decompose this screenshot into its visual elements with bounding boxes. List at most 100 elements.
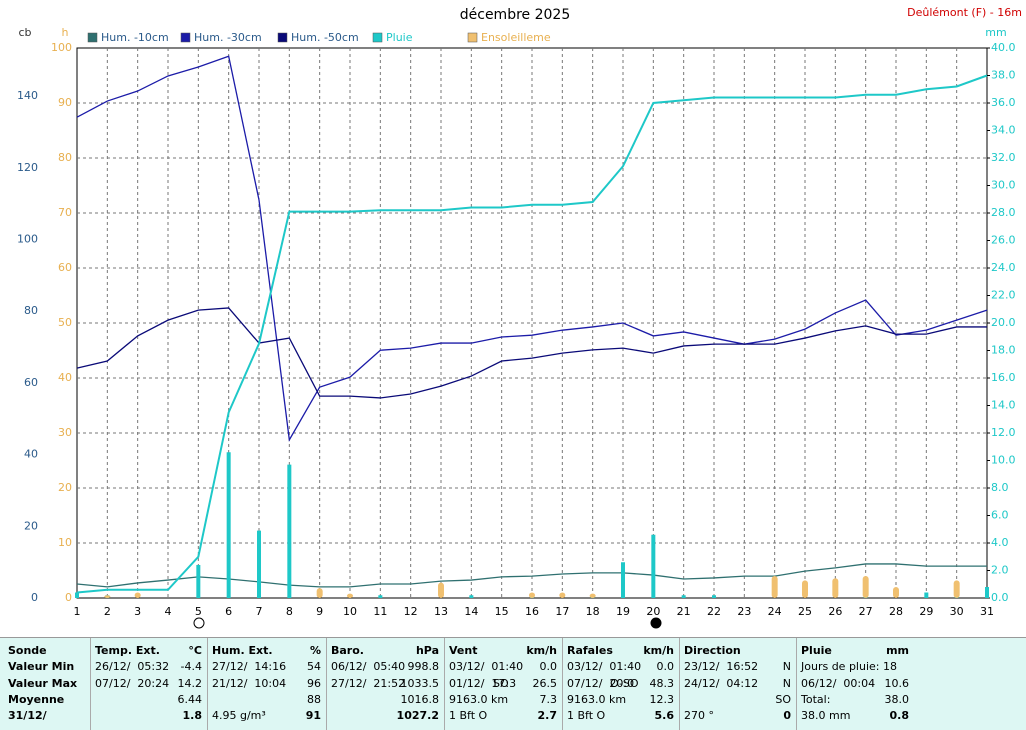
y3-tick-label: 50 bbox=[58, 316, 72, 329]
column-unit: % bbox=[309, 644, 321, 657]
x-tick-label: 11 bbox=[373, 605, 387, 618]
x-tick-label: 15 bbox=[495, 605, 509, 618]
cell-date: Jours de pluie: 18 bbox=[801, 660, 897, 673]
column-unit: mm bbox=[886, 644, 909, 657]
y-tick-label: 20 bbox=[24, 519, 38, 532]
cell-date: 38.0 mm bbox=[801, 709, 851, 722]
y-tick-label: 120 bbox=[17, 161, 38, 174]
cell-value: N bbox=[782, 677, 791, 690]
y-tick-label: 60 bbox=[24, 376, 38, 389]
rain-bar bbox=[257, 530, 261, 598]
y2-tick-label: 0.0 bbox=[991, 591, 1009, 604]
table-column: Baro. hPa 06/12/ 05:40 998.8 27/12/ 21:52 103… bbox=[326, 638, 445, 730]
x-tick-label: 17 bbox=[555, 605, 569, 618]
x-tick-label: 4 bbox=[165, 605, 172, 618]
rain-bar bbox=[985, 587, 989, 598]
y2-tick-label: 32.0 bbox=[991, 151, 1016, 164]
y2-tick-label: 34.0 bbox=[991, 124, 1016, 137]
stats-table: Sonde Valeur Min Valeur Max Moyenne 31/12/Te… bbox=[0, 637, 1026, 730]
cell-value: 96 bbox=[307, 677, 321, 690]
y2-tick-label: 28.0 bbox=[991, 206, 1016, 219]
y2-tick-label: 22.0 bbox=[991, 289, 1016, 302]
rain-bar bbox=[621, 562, 625, 598]
x-tick-label: 24 bbox=[768, 605, 782, 618]
x-tick-label: 21 bbox=[677, 605, 691, 618]
column-unit: °C bbox=[188, 644, 202, 657]
cell-date: 03/12/ 01:40 bbox=[567, 660, 642, 673]
y2-axis-label: mm bbox=[985, 26, 1006, 39]
sun-bar bbox=[893, 587, 899, 598]
table-column: Vent km/h 03/12/ 01:40 0.0 01/12/ 17:3 SO 26.5… bbox=[444, 638, 563, 730]
series-line bbox=[76, 74, 988, 594]
y2-tick-label: 6.0 bbox=[991, 509, 1009, 522]
column-title: Temp. Ext. bbox=[95, 644, 160, 657]
cell-value: -4.4 bbox=[180, 660, 202, 673]
table-column: Hum. Ext.% 27/12/ 14:16 54 21/12/ 10:04 96 88… bbox=[207, 638, 327, 730]
x-tick-label: 9 bbox=[316, 605, 323, 618]
x-tick-label: 20 bbox=[646, 605, 660, 618]
y2-tick-label: 16.0 bbox=[991, 371, 1016, 384]
column-title: Direction bbox=[684, 644, 741, 657]
row-label: 31/12/ bbox=[8, 709, 47, 722]
column-title: Hum. Ext. bbox=[212, 644, 273, 657]
sun-bar bbox=[771, 576, 778, 598]
column-title: Pluie bbox=[801, 644, 832, 657]
y3-axis-label: h bbox=[62, 26, 69, 39]
x-tick-label: 31 bbox=[980, 605, 994, 618]
column-title: Rafales bbox=[567, 644, 613, 657]
cell-value: 88 bbox=[307, 693, 321, 706]
cell-value: 5.6 bbox=[654, 709, 675, 722]
rain-bar bbox=[196, 565, 201, 598]
sun-bar bbox=[104, 595, 111, 598]
rain-bar bbox=[378, 595, 383, 598]
cell-value: 26.5 bbox=[532, 677, 558, 690]
y3-tick-label: 80 bbox=[58, 151, 72, 164]
sun-bar bbox=[589, 593, 596, 598]
legend-swatch bbox=[372, 32, 383, 43]
y-tick-label: 0 bbox=[31, 591, 38, 604]
sun-bar bbox=[802, 580, 808, 598]
cell-date: 27/12/ 14:16 bbox=[212, 660, 287, 673]
x-tick-label: 25 bbox=[798, 605, 812, 618]
cell-date: 21/12/ 10:04 bbox=[212, 677, 287, 690]
legend-swatch bbox=[277, 32, 288, 43]
cell-value: 2.7 bbox=[537, 709, 558, 722]
rain-bar bbox=[681, 595, 686, 598]
x-tick-label: 14 bbox=[464, 605, 478, 618]
cell-value: 1016.8 bbox=[400, 693, 440, 706]
y2-tick-label: 12.0 bbox=[991, 426, 1016, 439]
cell-date: 06/12/ 00:04 bbox=[801, 677, 876, 690]
y3-tick-label: 10 bbox=[58, 536, 72, 549]
y2-tick-label: 20.0 bbox=[991, 316, 1016, 329]
column-unit: hPa bbox=[415, 644, 439, 657]
legend-label: Ensoleilleme bbox=[481, 31, 551, 44]
cell-date: 4.95 g/m³ bbox=[212, 709, 266, 722]
cell-value: 38.0 bbox=[884, 693, 910, 706]
y3-tick-label: 30 bbox=[58, 426, 72, 439]
x-tick-label: 7 bbox=[256, 605, 263, 618]
cell-value: SO bbox=[775, 693, 791, 706]
cell-value: 91 bbox=[305, 709, 321, 722]
table-column: Sonde Valeur Min Valeur Max Moyenne 31/12/ bbox=[4, 638, 90, 730]
y2-tick-label: 36.0 bbox=[991, 96, 1016, 109]
sun-bar bbox=[559, 592, 566, 598]
cell-value: 7.3 bbox=[539, 693, 558, 706]
x-tick-label: 26 bbox=[828, 605, 842, 618]
cell-date: 24/12/ 04:12 bbox=[684, 677, 759, 690]
y2-tick-label: 38.0 bbox=[991, 69, 1016, 82]
cell-date: 07/12/ 20:24 bbox=[95, 677, 170, 690]
cell-date: 1 Bft O bbox=[449, 709, 488, 722]
row-label: Valeur Min bbox=[8, 660, 75, 673]
x-tick-label: 19 bbox=[616, 605, 630, 618]
x-tick-label: 5 bbox=[195, 605, 202, 618]
table-column: Rafales km/h 03/12/ 01:40 0.0 07/12/ 20:0 O-S… bbox=[562, 638, 680, 730]
cell-value: 54 bbox=[307, 660, 321, 673]
y3-tick-label: 20 bbox=[58, 481, 72, 494]
rain-bar bbox=[712, 595, 716, 598]
column-title: Baro. bbox=[331, 644, 364, 657]
cell-value: 10.6 bbox=[884, 677, 910, 690]
cell-extra: SO bbox=[493, 677, 509, 690]
column-unit: km/h bbox=[526, 644, 557, 657]
cell-value: 1027.2 bbox=[396, 709, 439, 722]
